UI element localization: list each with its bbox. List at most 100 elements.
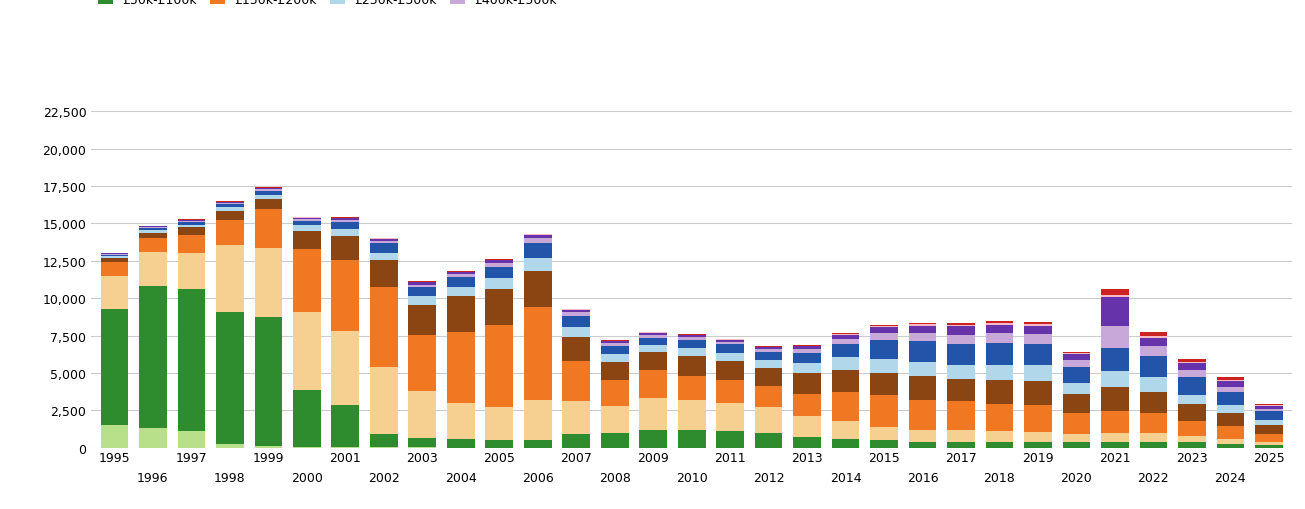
Bar xyxy=(754,347,783,350)
Bar xyxy=(562,327,590,337)
Bar xyxy=(1062,352,1090,353)
Bar xyxy=(639,333,667,335)
Bar xyxy=(908,326,937,333)
Bar xyxy=(600,341,629,342)
Bar xyxy=(1178,442,1206,448)
Bar xyxy=(217,246,244,313)
Bar xyxy=(908,442,937,448)
Bar xyxy=(562,402,590,434)
Bar xyxy=(600,344,629,346)
Bar xyxy=(369,367,398,434)
Bar xyxy=(331,406,359,447)
Bar xyxy=(870,341,898,359)
Bar xyxy=(870,373,898,395)
Bar xyxy=(1255,420,1283,426)
Bar xyxy=(639,332,667,333)
Bar xyxy=(1101,387,1129,411)
Bar xyxy=(1178,363,1206,371)
Bar xyxy=(985,381,1014,405)
Bar xyxy=(140,229,167,231)
Bar xyxy=(294,221,321,226)
Bar xyxy=(908,323,937,325)
Bar xyxy=(562,310,590,313)
Bar xyxy=(1101,372,1129,387)
Bar xyxy=(985,323,1014,325)
Bar xyxy=(793,363,821,373)
Bar xyxy=(1024,323,1052,324)
Bar xyxy=(831,335,860,339)
Bar xyxy=(716,361,744,381)
Bar xyxy=(985,322,1014,323)
Bar xyxy=(908,342,937,362)
Bar xyxy=(100,256,128,257)
Bar xyxy=(1216,405,1244,413)
Bar xyxy=(294,218,321,219)
Bar xyxy=(140,233,167,238)
Bar xyxy=(485,325,513,407)
Bar xyxy=(600,363,629,381)
Bar xyxy=(369,244,398,253)
Bar xyxy=(1062,355,1090,360)
Bar xyxy=(1024,334,1052,344)
Bar xyxy=(140,231,167,233)
Bar xyxy=(331,447,359,448)
Bar xyxy=(600,381,629,406)
Bar xyxy=(254,446,282,448)
Bar xyxy=(1139,442,1167,448)
Bar xyxy=(1255,445,1283,448)
Bar xyxy=(523,307,552,400)
Bar xyxy=(831,439,860,448)
Bar xyxy=(870,395,898,427)
Bar xyxy=(217,313,244,444)
Bar xyxy=(1139,434,1167,442)
Bar xyxy=(677,376,706,400)
Bar xyxy=(639,338,667,345)
Bar xyxy=(369,253,398,261)
Bar xyxy=(1216,381,1244,387)
Bar xyxy=(446,439,475,447)
Bar xyxy=(446,272,475,275)
Bar xyxy=(100,257,128,259)
Bar xyxy=(1024,432,1052,442)
Bar xyxy=(140,287,167,429)
Bar xyxy=(1024,344,1052,365)
Bar xyxy=(754,352,783,360)
Bar xyxy=(1178,359,1206,362)
Bar xyxy=(294,232,321,249)
Bar xyxy=(639,399,667,430)
Bar xyxy=(1255,426,1283,434)
Bar xyxy=(716,431,744,448)
Bar xyxy=(254,210,282,248)
Bar xyxy=(1062,413,1090,434)
Bar xyxy=(294,313,321,390)
Bar xyxy=(485,278,513,290)
Bar xyxy=(831,339,860,345)
Bar xyxy=(1255,442,1283,445)
Bar xyxy=(985,365,1014,381)
Bar xyxy=(793,416,821,437)
Bar xyxy=(523,234,552,235)
Bar xyxy=(523,271,552,307)
Bar xyxy=(1101,434,1129,442)
Bar xyxy=(331,230,359,237)
Bar xyxy=(793,346,821,347)
Bar xyxy=(1216,387,1244,392)
Bar xyxy=(1178,362,1206,363)
Bar xyxy=(1062,383,1090,394)
Bar xyxy=(1062,367,1090,383)
Bar xyxy=(677,430,706,448)
Bar xyxy=(793,373,821,394)
Bar xyxy=(908,362,937,376)
Bar xyxy=(870,333,898,341)
Bar xyxy=(331,220,359,222)
Bar xyxy=(369,241,398,244)
Bar xyxy=(408,285,436,288)
Bar xyxy=(947,345,975,365)
Bar xyxy=(793,350,821,354)
Bar xyxy=(100,309,128,426)
Bar xyxy=(485,407,513,440)
Bar xyxy=(870,328,898,333)
Bar xyxy=(140,228,167,229)
Bar xyxy=(1024,326,1052,334)
Bar xyxy=(754,350,783,352)
